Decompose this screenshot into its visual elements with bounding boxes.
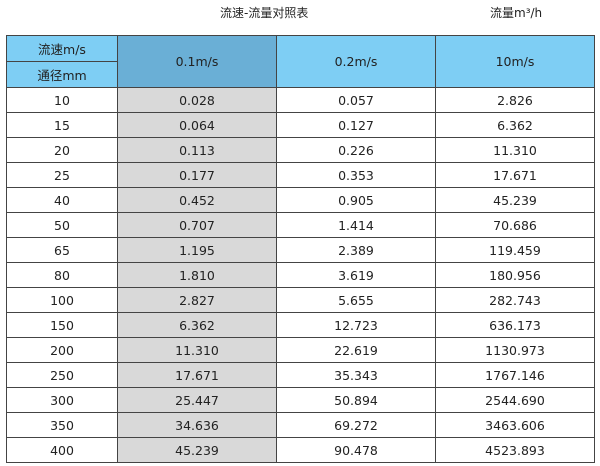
flow-cell: 35.343 [276, 362, 436, 388]
diameter-cell: 150 [6, 312, 118, 338]
unit-label: 流量m³/h [490, 6, 543, 20]
table-row: 80 1.810 3.619 180.956 [6, 262, 595, 288]
flow-cell: 1.414 [276, 212, 436, 238]
speed-header: 流速m/s [6, 35, 118, 62]
flow-cell: 1.810 [117, 262, 277, 288]
flow-cell: 34.636 [117, 412, 277, 438]
diameter-cell: 400 [6, 437, 118, 463]
flow-cell: 2544.690 [435, 387, 595, 413]
flow-cell: 0.905 [276, 187, 436, 213]
table-row: 10 0.028 0.057 2.826 [6, 87, 595, 113]
flow-cell: 45.239 [117, 437, 277, 463]
flow-cell: 1767.146 [435, 362, 595, 388]
diameter-cell: 100 [6, 287, 118, 313]
flow-cell: 180.956 [435, 262, 595, 288]
flow-cell: 2.389 [276, 237, 436, 263]
flow-cell: 3.619 [276, 262, 436, 288]
diameter-cell: 40 [6, 187, 118, 213]
flow-cell: 12.723 [276, 312, 436, 338]
flow-cell: 0.177 [117, 162, 277, 188]
column-header: 0.2m/s [276, 35, 436, 88]
flow-cell: 45.239 [435, 187, 595, 213]
flow-cell: 69.272 [276, 412, 436, 438]
diameter-header: 通径mm [6, 61, 118, 88]
table-row: 350 34.636 69.272 3463.606 [6, 412, 595, 438]
diameter-cell: 65 [6, 237, 118, 263]
table-row: 65 1.195 2.389 119.459 [6, 237, 595, 263]
flow-cell: 11.310 [117, 337, 277, 363]
flow-cell: 50.894 [276, 387, 436, 413]
flow-cell: 0.707 [117, 212, 277, 238]
column-header: 0.1m/s [117, 35, 277, 88]
diameter-cell: 15 [6, 112, 118, 138]
flow-cell: 0.452 [117, 187, 277, 213]
diameter-cell: 350 [6, 412, 118, 438]
flow-cell: 282.743 [435, 287, 595, 313]
flow-cell: 70.686 [435, 212, 595, 238]
flow-cell: 11.310 [435, 137, 595, 163]
flow-cell: 636.173 [435, 312, 595, 338]
flow-cell: 0.057 [276, 87, 436, 113]
flow-cell: 22.619 [276, 337, 436, 363]
table-row: 20 0.113 0.226 11.310 [6, 137, 595, 163]
flow-cell: 0.127 [276, 112, 436, 138]
table-row: 40 0.452 0.905 45.239 [6, 187, 595, 213]
table-row: 200 11.310 22.619 1130.973 [6, 337, 595, 363]
table-row: 15 0.064 0.127 6.362 [6, 112, 595, 138]
flow-cell: 17.671 [117, 362, 277, 388]
diameter-cell: 250 [6, 362, 118, 388]
table-row: 300 25.447 50.894 2544.690 [6, 387, 595, 413]
flow-cell: 1130.973 [435, 337, 595, 363]
flow-cell: 1.195 [117, 237, 277, 263]
table-row: 250 17.671 35.343 1767.146 [6, 362, 595, 388]
flow-cell: 0.353 [276, 162, 436, 188]
flow-cell: 0.064 [117, 112, 277, 138]
table-row: 400 45.239 90.478 4523.893 [6, 437, 595, 463]
flow-cell: 6.362 [117, 312, 277, 338]
flow-cell: 2.826 [435, 87, 595, 113]
diameter-cell: 25 [6, 162, 118, 188]
flow-table: 流速m/s 0.1m/s 0.2m/s 10m/s 通径mm 10 0.028 0.… [6, 35, 595, 463]
table-row: 150 6.362 12.723 636.173 [6, 312, 595, 338]
diameter-cell: 200 [6, 337, 118, 363]
diameter-cell: 50 [6, 212, 118, 238]
diameter-cell: 10 [6, 87, 118, 113]
flow-cell: 119.459 [435, 237, 595, 263]
diameter-cell: 300 [6, 387, 118, 413]
flow-cell: 0.028 [117, 87, 277, 113]
diameter-cell: 20 [6, 137, 118, 163]
flow-cell: 25.447 [117, 387, 277, 413]
flow-cell: 4523.893 [435, 437, 595, 463]
flow-cell: 5.655 [276, 287, 436, 313]
table-row: 100 2.827 5.655 282.743 [6, 287, 595, 313]
diameter-cell: 80 [6, 262, 118, 288]
flow-cell: 2.827 [117, 287, 277, 313]
flow-cell: 0.226 [276, 137, 436, 163]
flow-cell: 0.113 [117, 137, 277, 163]
column-header: 10m/s [435, 35, 595, 88]
table-title: 流速-流量对照表 [220, 6, 309, 20]
flow-cell: 90.478 [276, 437, 436, 463]
flow-cell: 17.671 [435, 162, 595, 188]
flow-cell: 3463.606 [435, 412, 595, 438]
table-row: 25 0.177 0.353 17.671 [6, 162, 595, 188]
flow-cell: 6.362 [435, 112, 595, 138]
table-row: 50 0.707 1.414 70.686 [6, 212, 595, 238]
